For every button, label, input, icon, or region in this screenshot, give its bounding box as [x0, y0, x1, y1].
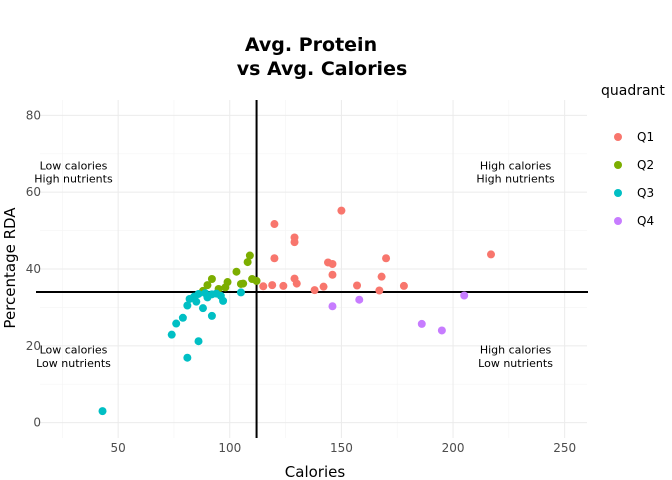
quadrant-annotation-line2: Low nutrients	[478, 357, 553, 370]
y-tick-label: 40	[26, 262, 41, 276]
point-q3	[194, 289, 203, 298]
point-q1	[292, 279, 301, 288]
x-tick-label: 100	[218, 441, 241, 455]
point-q2	[243, 258, 252, 267]
point-q1	[375, 286, 384, 295]
x-axis-title: Calories	[285, 463, 346, 480]
point-q1	[319, 282, 328, 291]
chart-title-line1: Avg. Protein	[245, 34, 377, 56]
point-q4	[417, 319, 426, 328]
point-q2	[236, 279, 245, 288]
point-q3	[207, 311, 216, 320]
point-q1	[270, 220, 279, 229]
point-q3	[219, 296, 228, 305]
legend-label-q2: Q2	[637, 158, 654, 172]
point-q1	[328, 260, 337, 269]
point-q1	[328, 270, 337, 279]
y-tick-label: 60	[26, 185, 41, 199]
point-q3	[183, 353, 192, 362]
legend-title: quadrant	[601, 83, 665, 99]
chart-title-line2: vs Avg. Calories	[237, 58, 408, 80]
point-q1	[399, 281, 408, 290]
legend-key-q2	[614, 161, 622, 169]
quadrant-annotation-line1: Low calories	[40, 159, 108, 172]
quadrant-annotation-line1: High calories	[480, 344, 552, 357]
axis-ticks: 50 100 150 200 250 0 20 40 60 80	[26, 108, 576, 455]
point-q4	[437, 326, 446, 335]
quadrant-annotation-line1: High calories	[480, 159, 552, 172]
point-q3	[167, 330, 176, 339]
legend-label-q4: Q4	[637, 214, 654, 228]
point-q1	[382, 254, 391, 263]
point-q4	[328, 302, 337, 311]
quadrant-annotation-line2: Low nutrients	[36, 357, 111, 370]
point-q3	[198, 304, 207, 313]
legend: quadrant Q1 Q2 Q3 Q4	[601, 83, 665, 228]
point-q1	[268, 281, 277, 290]
point-q2	[232, 267, 241, 276]
point-q2	[245, 251, 254, 260]
point-q4	[460, 291, 469, 300]
point-q1	[337, 206, 346, 215]
point-q1	[353, 281, 362, 290]
legend-label-q1: Q1	[637, 130, 654, 144]
point-q1	[486, 250, 495, 259]
quadrant-annotation-line2: High nutrients	[34, 173, 113, 186]
y-axis-title: Percentage RDA	[1, 207, 19, 329]
point-q2	[203, 281, 212, 290]
point-q1	[279, 281, 288, 290]
point-q1	[310, 286, 319, 295]
point-q3	[236, 288, 245, 297]
legend-key-q1	[614, 133, 622, 141]
x-tick-label: 50	[111, 441, 126, 455]
quadrant-annotation-line2: High nutrients	[476, 173, 555, 186]
point-q3	[183, 301, 192, 310]
point-q3	[98, 407, 107, 416]
legend-key-q3	[614, 189, 622, 197]
y-tick-label: 80	[26, 108, 41, 122]
legend-key-q4	[614, 217, 622, 225]
point-q1	[270, 254, 279, 263]
point-q2	[221, 283, 230, 292]
legend-label-q3: Q3	[637, 186, 654, 200]
y-tick-label: 20	[26, 339, 41, 353]
point-q1	[377, 272, 386, 281]
point-q1	[290, 238, 299, 247]
point-q2	[252, 276, 261, 285]
grid-layer	[40, 100, 587, 438]
point-q3	[194, 337, 203, 346]
point-q1	[259, 282, 268, 291]
point-q4	[355, 295, 364, 304]
quadrant-annotation-line1: Low calories	[40, 344, 108, 357]
point-q3	[172, 319, 181, 328]
x-tick-label: 150	[330, 441, 353, 455]
point-q3	[192, 297, 201, 306]
point-q2	[207, 274, 216, 283]
x-tick-label: 200	[442, 441, 465, 455]
y-tick-label: 0	[33, 416, 41, 430]
data-points	[98, 206, 495, 416]
x-tick-label: 250	[553, 441, 576, 455]
point-q3	[178, 313, 187, 322]
